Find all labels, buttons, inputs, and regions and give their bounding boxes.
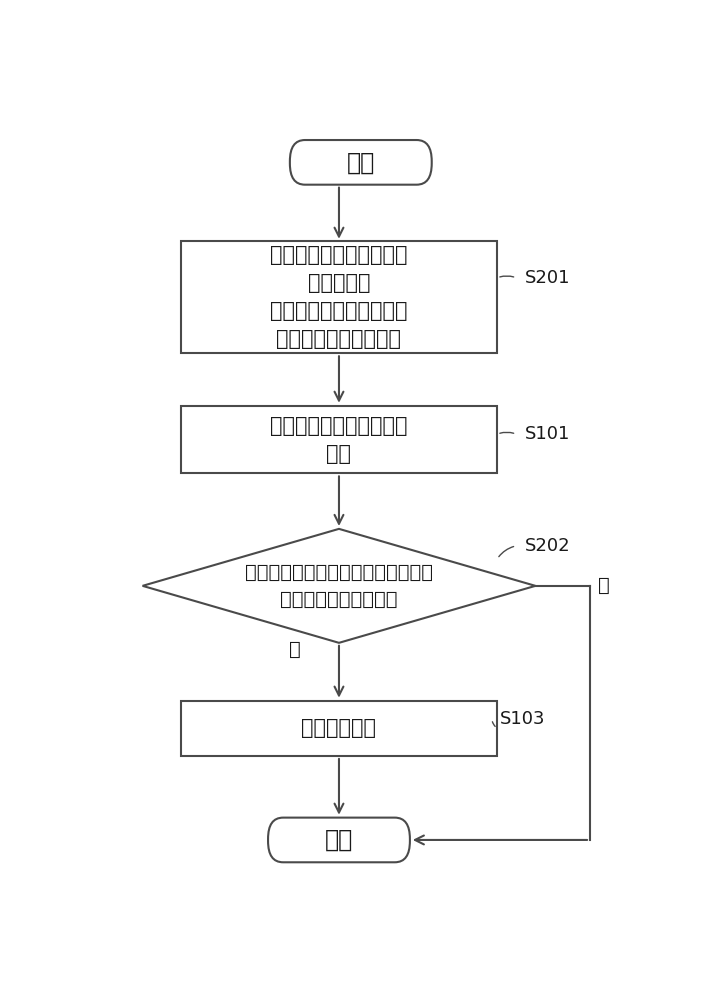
Bar bbox=[181, 701, 497, 756]
Text: 接收用户录入的事件提醒
设置请求，
该事件提醒设置请求包括
事件发生地理位置信息: 接收用户录入的事件提醒 设置请求， 该事件提醒设置请求包括 事件发生地理位置信息 bbox=[270, 245, 408, 349]
Text: 获取终端当前的地理位置
信息: 获取终端当前的地理位置 信息 bbox=[270, 416, 408, 464]
Text: 否: 否 bbox=[598, 576, 610, 595]
Bar bbox=[181, 406, 497, 473]
Bar bbox=[181, 241, 497, 353]
Text: 结束: 结束 bbox=[325, 828, 353, 852]
Text: 是: 是 bbox=[289, 639, 301, 658]
Text: S202: S202 bbox=[524, 537, 570, 555]
Text: 取消事件提醒: 取消事件提醒 bbox=[301, 718, 377, 738]
Text: 开始: 开始 bbox=[346, 150, 375, 174]
Text: S103: S103 bbox=[500, 710, 546, 728]
FancyBboxPatch shape bbox=[290, 140, 432, 185]
FancyBboxPatch shape bbox=[268, 818, 410, 862]
Text: 判断当前的地理位置信息是否与事件
发生地理位置信息相符: 判断当前的地理位置信息是否与事件 发生地理位置信息相符 bbox=[245, 563, 433, 609]
Polygon shape bbox=[143, 529, 536, 643]
Text: S101: S101 bbox=[524, 425, 570, 443]
Text: S201: S201 bbox=[524, 269, 570, 287]
